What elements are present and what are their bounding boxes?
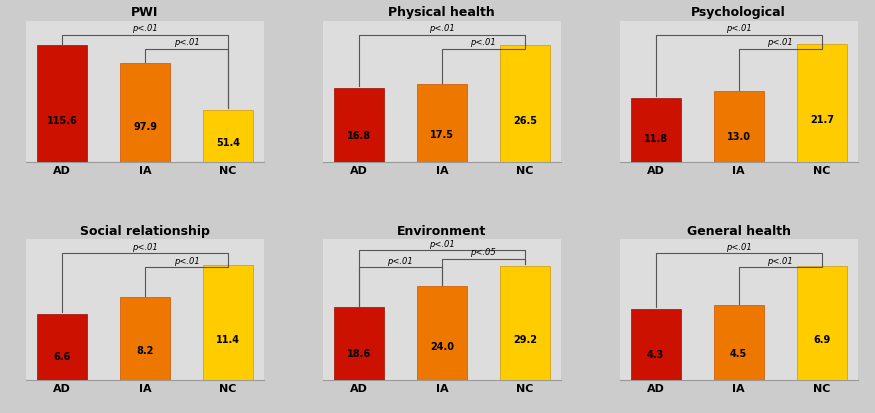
Text: 115.6: 115.6: [46, 116, 77, 126]
Title: Environment: Environment: [397, 225, 486, 238]
Bar: [120, 297, 170, 380]
Bar: [500, 266, 550, 380]
Text: p<.01: p<.01: [173, 38, 200, 47]
Title: Psychological: Psychological: [691, 7, 786, 19]
Text: 6.6: 6.6: [53, 352, 71, 362]
Bar: [714, 305, 764, 380]
Text: p<.05: p<.05: [471, 248, 496, 257]
Text: p<.01: p<.01: [132, 24, 158, 33]
Text: 4.5: 4.5: [730, 349, 747, 359]
Bar: [631, 97, 681, 161]
Bar: [417, 286, 466, 380]
Text: p<.01: p<.01: [388, 257, 413, 266]
Title: PWI: PWI: [131, 7, 158, 19]
Text: p<.01: p<.01: [726, 243, 752, 252]
Bar: [334, 88, 384, 161]
Bar: [120, 63, 170, 161]
Text: 26.5: 26.5: [513, 116, 537, 126]
Text: 97.9: 97.9: [133, 122, 157, 132]
Text: p<.01: p<.01: [429, 24, 455, 33]
Text: 51.4: 51.4: [216, 138, 240, 148]
Title: Physical health: Physical health: [388, 7, 495, 19]
Text: 13.0: 13.0: [727, 132, 751, 142]
Text: p<.01: p<.01: [767, 257, 793, 266]
Bar: [500, 45, 550, 161]
Text: p<.01: p<.01: [132, 243, 158, 252]
Text: p<.01: p<.01: [173, 257, 200, 266]
Title: General health: General health: [687, 225, 791, 238]
Text: p<.01: p<.01: [471, 38, 496, 47]
Text: 18.6: 18.6: [346, 349, 371, 359]
Bar: [797, 44, 847, 161]
Bar: [417, 85, 466, 161]
Bar: [631, 309, 681, 380]
Text: p<.01: p<.01: [767, 38, 793, 47]
Text: 17.5: 17.5: [430, 130, 454, 140]
Text: p<.01: p<.01: [726, 24, 752, 33]
Text: 8.2: 8.2: [136, 346, 154, 356]
Text: p<.01: p<.01: [429, 240, 455, 249]
Bar: [203, 110, 253, 161]
Text: 24.0: 24.0: [430, 342, 454, 352]
Bar: [714, 91, 764, 161]
Text: 4.3: 4.3: [648, 350, 664, 360]
Title: Social relationship: Social relationship: [80, 225, 210, 238]
Bar: [37, 313, 87, 380]
Bar: [334, 307, 384, 380]
Text: 11.4: 11.4: [216, 335, 240, 345]
Text: 21.7: 21.7: [809, 115, 834, 126]
Text: 6.9: 6.9: [813, 335, 830, 345]
Text: 16.8: 16.8: [346, 131, 371, 141]
Bar: [37, 45, 87, 161]
Text: 29.2: 29.2: [513, 335, 537, 345]
Bar: [797, 266, 847, 380]
Bar: [203, 265, 253, 380]
Text: 11.8: 11.8: [644, 134, 668, 144]
